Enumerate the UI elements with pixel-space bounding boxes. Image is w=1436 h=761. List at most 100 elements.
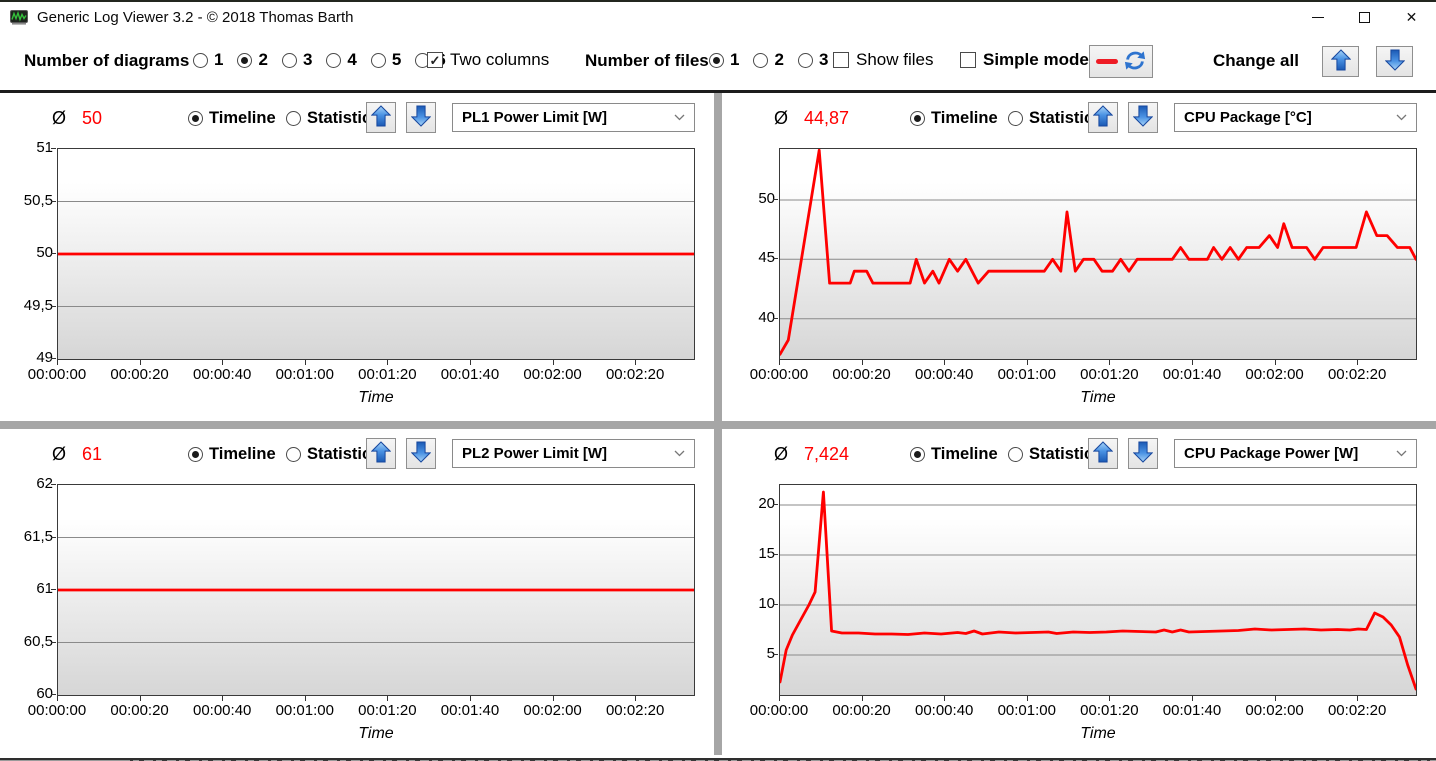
diagram-count-radio-label: 3 <box>302 50 313 69</box>
dropdown-chevron-icon <box>674 450 685 457</box>
chart-canvas <box>58 201 694 307</box>
y-tick-mark <box>51 641 56 643</box>
x-tick-label: 00:01:40 <box>1162 366 1222 383</box>
x-tick-label: 00:02:00 <box>523 702 582 719</box>
move-signal-up-button[interactable] <box>366 102 396 133</box>
up-arrow-icon <box>370 105 392 130</box>
timeline-radio[interactable]: Timeline <box>910 445 998 464</box>
y-tick-label: 60 <box>36 685 53 702</box>
x-tick-mark <box>552 696 554 701</box>
line-style-refresh-button[interactable] <box>1089 45 1153 78</box>
radio-dot-icon <box>188 111 203 126</box>
y-tick-label: 5 <box>766 645 775 662</box>
x-tick-label: 00:00:20 <box>832 366 891 383</box>
diagram-panel-4: Ø 7,424 Timeline Statistic CPU Package Po… <box>722 429 1436 755</box>
diagram-count-radio-4[interactable]: 4 <box>326 50 357 70</box>
statistic-radio[interactable]: Statistic <box>1008 445 1093 464</box>
x-tick-mark <box>779 360 780 365</box>
move-signal-down-button[interactable] <box>406 438 436 469</box>
x-tick-mark <box>469 360 471 365</box>
x-tick-mark <box>1357 360 1359 365</box>
minimize-button[interactable] <box>1294 3 1341 32</box>
toolbar: Number of diagrams 123456 Two columns Nu… <box>0 32 1436 90</box>
move-signal-down-button[interactable] <box>1128 438 1158 469</box>
x-tick-label: 00:01:00 <box>275 702 334 719</box>
dropdown-chevron-icon <box>1396 114 1407 121</box>
diagram-grid: Ø 50 Timeline Statistic PL1 Power Limit [… <box>0 93 1436 755</box>
x-tick-label: 00:00:00 <box>27 366 87 383</box>
diagram-count-radio-3[interactable]: 3 <box>281 50 313 70</box>
x-tick-mark <box>304 696 306 701</box>
metric-dropdown[interactable]: PL1 Power Limit [W] <box>452 103 695 132</box>
timeline-chart: 49 49,5 50 50,5 51 00:00:00 00:00:20 00:00:40 00… <box>0 93 714 421</box>
window-controls: ✕ <box>1294 3 1435 32</box>
bottom-gap <box>0 755 1436 758</box>
statistic-label: Statistic <box>1029 109 1094 127</box>
y-tick-label: 49,5 <box>23 296 53 314</box>
timeline-radio[interactable]: Timeline <box>188 445 276 464</box>
y-tick-mark <box>773 654 778 655</box>
change-all-label: Change all <box>1213 51 1299 70</box>
two-columns-checkbox-box <box>427 52 443 68</box>
file-count-radio-3[interactable]: 3 <box>797 50 828 70</box>
y-tick-mark <box>51 148 56 149</box>
metric-dropdown[interactable]: CPU Package [°C] <box>1174 103 1417 132</box>
diagram-count-radio-label: 4 <box>347 50 357 69</box>
radio-circle-icon <box>370 52 386 68</box>
timeline-chart: 40 45 50 00:00:00 00:00:20 00:00:40 00:01:00 00… <box>722 93 1436 421</box>
x-tick-mark <box>387 696 389 701</box>
close-icon: ✕ <box>1405 9 1418 25</box>
y-tick-mark <box>773 258 778 260</box>
two-columns-checkbox[interactable]: Two columns <box>427 50 549 70</box>
move-signal-up-button[interactable] <box>1088 438 1118 469</box>
metric-dropdown[interactable]: CPU Package Power [W] <box>1174 439 1417 468</box>
diagram-count-radio-2[interactable]: 2 <box>237 50 268 70</box>
app-icon <box>10 9 28 25</box>
diagram-count-radio-label: 1 <box>214 50 224 69</box>
x-axis-title: Time <box>1080 389 1116 406</box>
radio-dot-icon <box>237 52 253 68</box>
screen-edge-strip <box>0 0 1436 2</box>
close-button[interactable]: ✕ <box>1388 3 1435 32</box>
down-arrow-icon <box>410 105 432 130</box>
simple-mode-checkbox[interactable]: Simple mode <box>960 50 1089 70</box>
average-symbol: Ø <box>52 108 67 128</box>
move-signal-up-button[interactable] <box>1088 102 1118 133</box>
move-signal-down-button[interactable] <box>1128 102 1158 133</box>
diagram-count-radio-1[interactable]: 1 <box>193 50 223 70</box>
move-signal-up-button[interactable] <box>366 438 396 469</box>
x-tick-label: 00:01:00 <box>997 366 1056 383</box>
radio-circle-icon <box>797 52 813 68</box>
timeline-radio[interactable]: Timeline <box>910 109 998 128</box>
change-all-down-button[interactable] <box>1376 46 1413 77</box>
x-tick-label: 00:00:00 <box>27 702 87 719</box>
diagram-panel-1: Ø 50 Timeline Statistic PL1 Power Limit [… <box>0 93 714 421</box>
timeline-radio[interactable]: Timeline <box>188 109 276 128</box>
change-all-up-button[interactable] <box>1322 46 1359 77</box>
metric-dropdown[interactable]: PL2 Power Limit [W] <box>452 439 695 468</box>
up-arrow-icon <box>1092 441 1114 466</box>
average-symbol: Ø <box>52 444 67 464</box>
two-columns-label: Two columns <box>450 50 550 69</box>
statistic-radio[interactable]: Statistic <box>286 109 371 128</box>
y-tick-mark <box>51 200 56 202</box>
chart-canvas <box>780 149 1416 356</box>
maximize-button[interactable] <box>1341 3 1388 32</box>
plot-area <box>57 484 695 696</box>
radio-circle-icon <box>753 52 769 68</box>
statistic-radio[interactable]: Statistic <box>1008 109 1093 128</box>
file-count-radio-1[interactable]: 1 <box>709 50 739 70</box>
x-tick-label: 00:02:00 <box>1245 366 1304 383</box>
y-tick-label: 49 <box>36 349 53 366</box>
average-value: 50 <box>82 108 103 128</box>
statistic-radio[interactable]: Statistic <box>286 445 371 464</box>
y-tick-label: 15 <box>758 545 775 562</box>
average-value: 61 <box>82 444 103 464</box>
diagram-count-radio-5[interactable]: 5 <box>370 50 401 70</box>
show-files-checkbox[interactable]: Show files <box>833 50 933 70</box>
move-signal-down-button[interactable] <box>406 102 436 133</box>
x-tick-mark <box>779 696 780 701</box>
file-count-radio-2[interactable]: 2 <box>753 50 784 70</box>
y-tick-label: 50,5 <box>23 191 53 209</box>
x-tick-label: 00:01:20 <box>1080 366 1139 383</box>
